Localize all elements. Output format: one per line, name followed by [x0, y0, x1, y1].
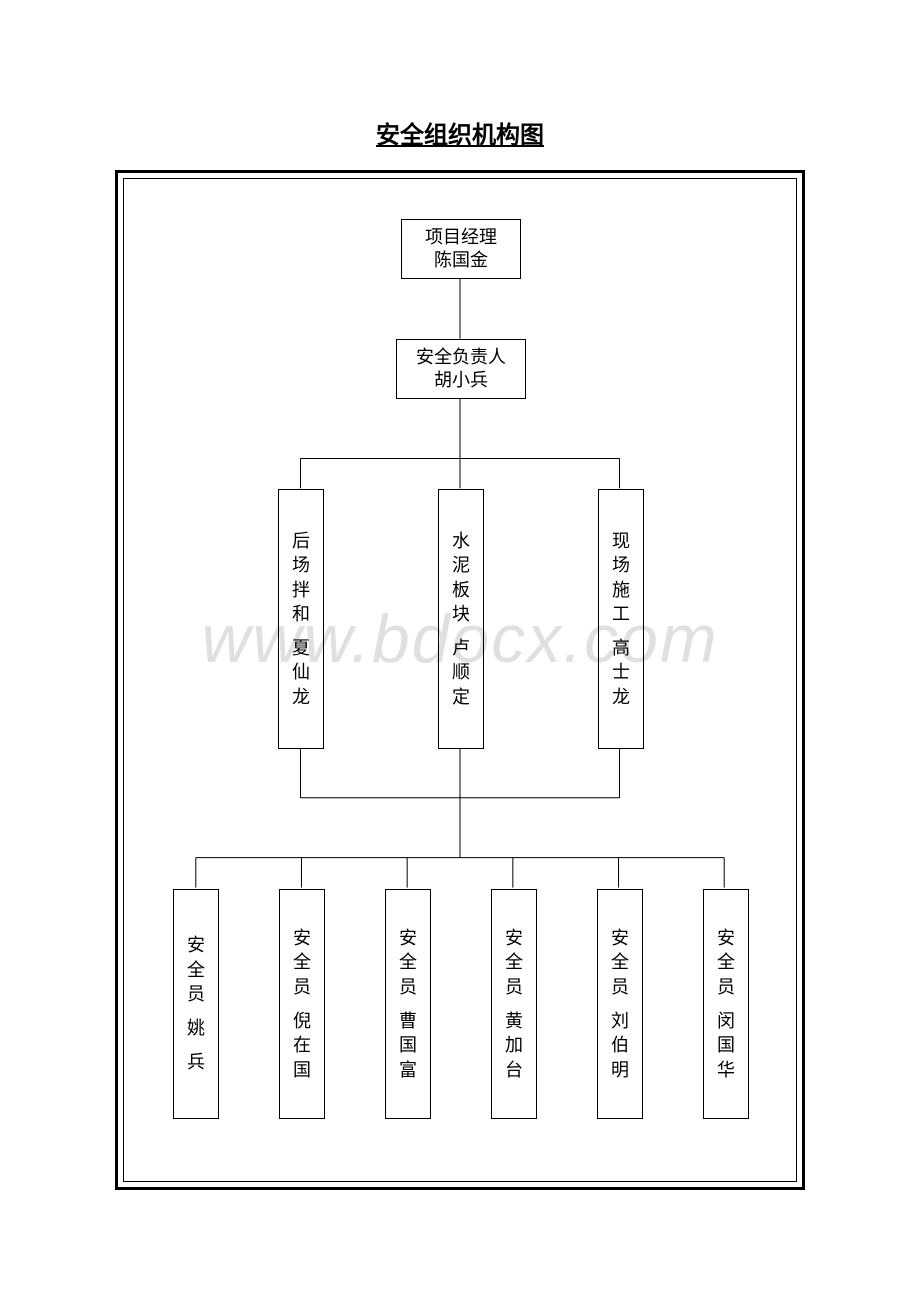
char: 加 — [505, 1033, 523, 1057]
node-officer-5: 安全员闵国华 — [703, 889, 749, 1119]
char: 全 — [505, 950, 523, 974]
char: 员 — [505, 975, 523, 999]
char: 国 — [399, 1033, 417, 1057]
node-project-manager: 项目经理 陈国金 — [401, 219, 521, 279]
node-area-2: 现场施工高士龙 — [598, 489, 644, 749]
char: 全 — [399, 950, 417, 974]
char: 伯 — [611, 1033, 629, 1057]
role-label: 项目经理 — [425, 226, 497, 249]
char: 闵 — [717, 1009, 735, 1033]
char: 全 — [187, 958, 205, 982]
char: 拌 — [292, 578, 310, 602]
char: 夏 — [292, 636, 310, 660]
node-officer-3: 安全员黄加台 — [491, 889, 537, 1119]
char: 国 — [717, 1033, 735, 1057]
char: 兵 — [187, 1050, 205, 1074]
char: 员 — [717, 975, 735, 999]
node-officer-0: 安全员姚兵 — [173, 889, 219, 1119]
char: 安 — [399, 926, 417, 950]
char: 仙 — [292, 660, 310, 684]
char: 台 — [505, 1058, 523, 1082]
role-label: 安全负责人 — [416, 346, 506, 369]
node-area-0: 后场拌和夏仙龙 — [278, 489, 324, 749]
char: 富 — [399, 1058, 417, 1082]
char: 黄 — [505, 1009, 523, 1033]
char: 安 — [717, 926, 735, 950]
char: 全 — [293, 950, 311, 974]
char: 安 — [187, 933, 205, 957]
node-officer-2: 安全员曹国富 — [385, 889, 431, 1119]
char: 场 — [292, 553, 310, 577]
char: 全 — [717, 950, 735, 974]
char: 龙 — [612, 685, 630, 709]
org-chart: 项目经理 陈国金 安全负责人 胡小兵 后场拌和夏仙龙 水泥板块卢顺定 现场施工高… — [124, 179, 796, 1181]
char: 卢 — [452, 636, 470, 660]
person-name: 陈国金 — [434, 249, 488, 272]
node-officer-1: 安全员倪在国 — [279, 889, 325, 1119]
char: 工 — [612, 602, 630, 626]
char: 安 — [293, 926, 311, 950]
char: 场 — [612, 553, 630, 577]
char: 顺 — [452, 660, 470, 684]
char: 员 — [611, 975, 629, 999]
char: 员 — [399, 975, 417, 999]
page-title: 安全组织机构图 — [0, 0, 920, 175]
char: 明 — [611, 1058, 629, 1082]
char: 和 — [292, 602, 310, 626]
char: 姚 — [187, 1016, 205, 1040]
char: 安 — [505, 926, 523, 950]
char: 安 — [611, 926, 629, 950]
char: 板 — [452, 578, 470, 602]
char: 士 — [612, 660, 630, 684]
char: 现 — [612, 529, 630, 553]
char: 定 — [452, 685, 470, 709]
char: 华 — [717, 1058, 735, 1082]
char: 国 — [293, 1058, 311, 1082]
char: 高 — [612, 636, 630, 660]
char: 倪 — [293, 1009, 311, 1033]
node-area-1: 水泥板块卢顺定 — [438, 489, 484, 749]
char: 泥 — [452, 553, 470, 577]
char: 水 — [452, 529, 470, 553]
char: 刘 — [611, 1009, 629, 1033]
char: 施 — [612, 578, 630, 602]
char: 曹 — [399, 1009, 417, 1033]
diagram-frame-outer: 项目经理 陈国金 安全负责人 胡小兵 后场拌和夏仙龙 水泥板块卢顺定 现场施工高… — [115, 170, 805, 1190]
char: 后 — [292, 529, 310, 553]
char: 全 — [611, 950, 629, 974]
char: 员 — [187, 982, 205, 1006]
char: 在 — [293, 1033, 311, 1057]
char: 龙 — [292, 685, 310, 709]
node-safety-lead: 安全负责人 胡小兵 — [396, 339, 526, 399]
node-officer-4: 安全员刘伯明 — [597, 889, 643, 1119]
person-name: 胡小兵 — [434, 369, 488, 392]
char: 块 — [452, 602, 470, 626]
char: 员 — [293, 975, 311, 999]
diagram-frame-inner: 项目经理 陈国金 安全负责人 胡小兵 后场拌和夏仙龙 水泥板块卢顺定 现场施工高… — [123, 178, 797, 1182]
